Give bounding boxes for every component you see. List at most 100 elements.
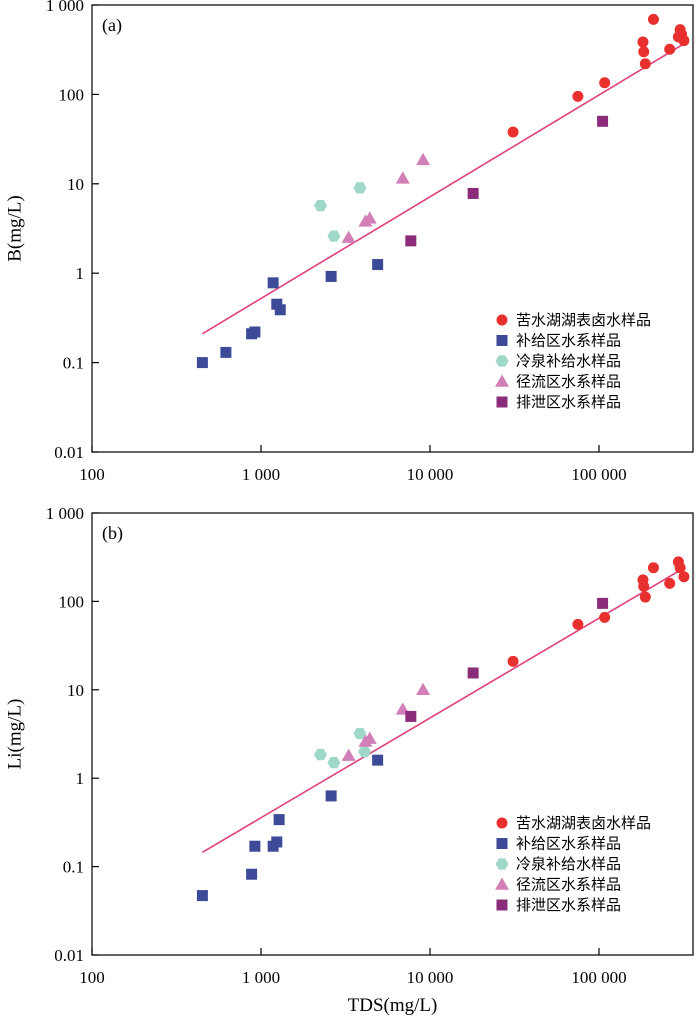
data-point <box>572 618 584 630</box>
x-tick-label: 100 <box>79 968 105 987</box>
data-point <box>395 171 410 184</box>
data-point <box>664 577 676 589</box>
series-runoff <box>341 152 431 243</box>
legend-label: 补给区水系样品 <box>516 332 621 350</box>
data-point <box>405 235 417 247</box>
x-tick-label: 100 <box>79 465 105 484</box>
legend-label: 补给区水系样品 <box>516 835 621 853</box>
fit-line <box>201 567 685 854</box>
legend-marker-runoff <box>495 374 509 387</box>
data-point <box>416 682 431 696</box>
chart-panel-a: 0.01 0.1 1 10 100 1 000 100 1 000 10 000 100 000 B… <box>4 0 694 484</box>
data-point <box>647 562 659 574</box>
data-point <box>664 43 676 55</box>
legend-marker-salt_lake <box>496 314 508 326</box>
data-point <box>325 270 337 282</box>
y-tick-label: 10 <box>67 681 84 700</box>
data-point <box>507 655 519 667</box>
data-point <box>405 710 417 722</box>
data-point <box>271 836 283 848</box>
data-point <box>327 230 341 242</box>
chart-panel-b: 0.01 0.1 1 10 100 1 000 100 1 000 10 000 100 000 L… <box>4 504 694 1016</box>
data-point <box>362 211 377 224</box>
x-tick-label: 10 000 <box>407 465 454 484</box>
y-tick-label: 1 000 <box>46 504 84 523</box>
plot-frame <box>91 512 694 956</box>
data-point <box>274 304 286 316</box>
series-discharge <box>405 115 609 247</box>
data-point <box>599 611 611 623</box>
data-point <box>249 840 261 852</box>
x-tick-label: 1 000 <box>242 465 280 484</box>
plot-frame <box>91 4 694 453</box>
series-cold_spring <box>314 727 372 769</box>
data-point <box>638 46 650 58</box>
data-point <box>341 230 356 243</box>
data-point <box>362 731 377 744</box>
x-axis-label: TDS(mg/L) <box>348 995 438 1016</box>
data-point <box>353 727 367 740</box>
data-point <box>353 182 367 194</box>
legend-label: 冷泉补给水样品 <box>516 352 621 370</box>
legend-label: 排泄区水系样品 <box>516 896 621 914</box>
y-tick-label: 100 <box>59 592 85 611</box>
data-point <box>325 790 337 802</box>
x-tick-label: 1 000 <box>242 968 280 987</box>
data-point <box>196 890 208 902</box>
y-tick-label: 1 000 <box>46 0 84 15</box>
series-recharge <box>196 754 384 902</box>
data-point <box>271 298 283 310</box>
legend-label: 冷泉补给水样品 <box>516 855 621 873</box>
data-point <box>678 571 690 583</box>
legend-marker-salt_lake <box>496 817 508 829</box>
y-tick-label: 0.1 <box>63 354 84 373</box>
legend-marker-cold_spring <box>495 858 509 870</box>
legend-marker-discharge <box>496 396 508 408</box>
data-point <box>467 187 479 199</box>
data-point <box>597 597 609 609</box>
data-point <box>639 591 651 603</box>
data-point <box>416 152 431 166</box>
data-point <box>674 562 686 574</box>
data-point <box>572 90 584 102</box>
y-axis-label: Li(mg/L) <box>4 699 25 770</box>
legend-label: 径流区水系样品 <box>516 373 621 391</box>
data-point <box>372 259 384 271</box>
y-tick-label: 0.01 <box>54 443 84 462</box>
data-point <box>314 748 328 761</box>
data-point <box>597 115 609 127</box>
legend-marker-cold_spring <box>495 355 509 367</box>
data-point <box>273 814 285 826</box>
y-tick-label: 10 <box>67 175 84 194</box>
panel-label: (a) <box>102 15 122 36</box>
data-point <box>220 346 232 358</box>
y-tick-label: 1 <box>76 769 85 788</box>
data-point <box>638 580 650 592</box>
data-point <box>372 754 384 766</box>
data-point <box>327 757 341 769</box>
panel-label: (b) <box>102 523 123 544</box>
data-point <box>637 36 649 48</box>
data-point <box>249 326 261 338</box>
series-discharge <box>405 597 609 722</box>
series-runoff <box>341 682 431 761</box>
y-tick-label: 0.01 <box>54 946 84 965</box>
legend-marker-discharge <box>496 899 508 911</box>
data-point <box>507 126 519 138</box>
data-point <box>647 13 659 25</box>
data-point <box>196 357 208 369</box>
data-point <box>267 277 279 289</box>
legend-label: 径流区水系样品 <box>516 876 621 894</box>
legend-marker-recharge <box>496 335 508 346</box>
x-tick-label: 100 000 <box>571 968 626 987</box>
legend-marker-recharge <box>496 838 508 849</box>
data-point <box>358 745 372 758</box>
y-tick-label: 100 <box>59 85 85 104</box>
legend-label: 排泄区水系样品 <box>516 393 621 411</box>
y-tick-label: 0.1 <box>63 858 84 877</box>
y-tick-label: 1 <box>76 264 85 283</box>
legend-label: 苦水湖湖表卤水样品 <box>516 311 651 329</box>
data-point <box>341 748 356 761</box>
